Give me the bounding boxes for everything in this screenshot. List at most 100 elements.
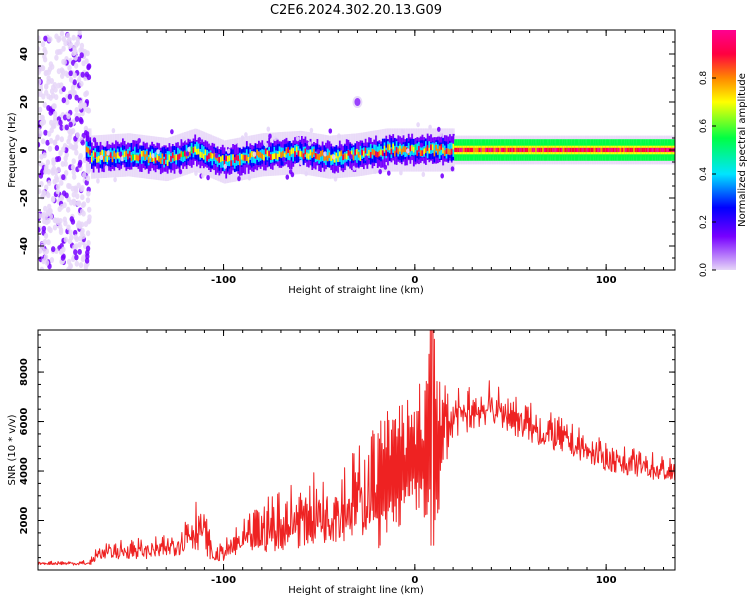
heatmap-cell bbox=[38, 188, 42, 195]
colorbar-ticks: 0.0 0.2 0.4 0.6 0.8 bbox=[699, 71, 716, 277]
heatmap-cell bbox=[517, 147, 521, 153]
heatmap-cell bbox=[294, 145, 297, 156]
heatmap-cell bbox=[320, 150, 323, 157]
heatmap-cell bbox=[86, 63, 92, 70]
heatmap-cell bbox=[426, 145, 429, 151]
heatmap-cell bbox=[351, 150, 354, 157]
heatmap-cell bbox=[462, 147, 466, 153]
heatmap-cell bbox=[357, 151, 360, 158]
heatmap-cell bbox=[79, 208, 85, 215]
heatmap-cell bbox=[409, 145, 412, 152]
heatmap-cell bbox=[38, 78, 42, 85]
colorbar-tick-label: 0.8 bbox=[699, 71, 709, 86]
y-tick-label: 4000 bbox=[19, 457, 30, 485]
heatmap-cell bbox=[354, 162, 358, 168]
heatmap-cell bbox=[69, 216, 75, 223]
heatmap-cell bbox=[66, 206, 71, 213]
heatmap-cell bbox=[59, 136, 64, 143]
heatmap-cell bbox=[74, 254, 79, 261]
heatmap-cell bbox=[607, 147, 610, 153]
heatmap-cell bbox=[245, 149, 249, 160]
heatmap-cell bbox=[185, 144, 188, 156]
heatmap-cell bbox=[247, 157, 250, 163]
heatmap-cell bbox=[58, 229, 64, 236]
heatmap-cell bbox=[333, 156, 336, 163]
y-tick-label: 6000 bbox=[19, 408, 30, 436]
heatmap-cell bbox=[228, 155, 231, 161]
heatmap-cell bbox=[206, 155, 209, 162]
heatmap-cell bbox=[259, 152, 262, 158]
heatmap-cell bbox=[59, 30, 65, 37]
heatmap-cell bbox=[612, 147, 615, 153]
heatmap-cell bbox=[39, 266, 45, 270]
heatmap-cell bbox=[552, 147, 555, 153]
heatmap-cell bbox=[437, 126, 441, 132]
heatmap-cell bbox=[450, 166, 455, 172]
snr-xlabel: Height of straight line (km) bbox=[288, 585, 424, 596]
heatmap-cell bbox=[331, 154, 336, 160]
heatmap-cell bbox=[648, 147, 651, 153]
heatmap-cell bbox=[104, 151, 107, 162]
heatmap-cell bbox=[202, 146, 206, 157]
heatmap-cell bbox=[70, 185, 76, 192]
heatmap-cell bbox=[371, 148, 374, 155]
heatmap-cell bbox=[192, 147, 195, 154]
heatmap-cell bbox=[383, 164, 388, 170]
heatmap-cell bbox=[249, 152, 252, 159]
heatmap-cell bbox=[221, 157, 224, 168]
heatmap-cell bbox=[86, 240, 91, 246]
heatmap-cell bbox=[311, 152, 314, 158]
heatmap-cell bbox=[225, 155, 228, 162]
heatmap-cell bbox=[63, 155, 68, 162]
heatmap-cell bbox=[411, 145, 414, 151]
heatmap-cell bbox=[55, 49, 60, 56]
heatmap-cell bbox=[66, 266, 71, 270]
heatmap-cell bbox=[378, 169, 383, 175]
heatmap-cell bbox=[206, 175, 210, 181]
heatmap-cell bbox=[418, 146, 421, 152]
heatmap-cell bbox=[366, 147, 369, 159]
heatmap-cell bbox=[80, 71, 85, 78]
heatmap-cell bbox=[41, 211, 47, 218]
heatmap-cell bbox=[163, 158, 166, 165]
heatmap-cell bbox=[79, 230, 85, 237]
heatmap-cell bbox=[38, 46, 41, 52]
heatmap-cell bbox=[652, 147, 655, 153]
heatmap-cell bbox=[171, 152, 175, 159]
heatmap-cell bbox=[390, 138, 393, 156]
heatmap-cell bbox=[43, 129, 48, 136]
heatmap-cell bbox=[158, 156, 161, 162]
heatmap-cell bbox=[38, 212, 42, 219]
heatmap-cell bbox=[47, 130, 52, 137]
heatmap-cell bbox=[399, 170, 403, 176]
heatmap-cell bbox=[438, 132, 443, 138]
heatmap-cell bbox=[72, 200, 77, 207]
heatmap-cell bbox=[478, 147, 481, 153]
heatmap-cell bbox=[70, 84, 76, 91]
heatmap-cell bbox=[52, 139, 57, 146]
heatmap-cell bbox=[301, 151, 304, 158]
heatmap-cell bbox=[499, 147, 502, 153]
heatmap-cell bbox=[58, 48, 63, 55]
heatmap-cell bbox=[61, 246, 66, 253]
snr-series-line bbox=[38, 330, 675, 566]
heatmap-cell bbox=[416, 122, 420, 128]
heatmap-cell bbox=[44, 89, 49, 96]
heatmap-cell bbox=[285, 148, 288, 155]
heatmap-cell bbox=[337, 156, 340, 162]
heatmap-cell bbox=[80, 185, 85, 191]
heatmap-cell bbox=[450, 142, 453, 154]
heatmap-cell bbox=[268, 133, 272, 139]
heatmap-cell bbox=[135, 154, 138, 161]
heatmap-cell bbox=[168, 154, 171, 161]
heatmap-cell bbox=[366, 159, 371, 165]
heatmap-cell bbox=[566, 147, 569, 153]
heatmap-cell bbox=[165, 154, 168, 160]
heatmap-cell bbox=[99, 154, 104, 160]
heatmap-cell bbox=[182, 151, 185, 158]
heatmap-cell bbox=[428, 124, 432, 130]
heatmap-cell bbox=[42, 53, 47, 60]
heatmap-cell bbox=[77, 241, 82, 248]
heatmap-cell bbox=[438, 148, 441, 159]
spectrogram-panel: -100 0 100 -40 -20 0 20 40 Height of straight l… bbox=[7, 29, 676, 296]
